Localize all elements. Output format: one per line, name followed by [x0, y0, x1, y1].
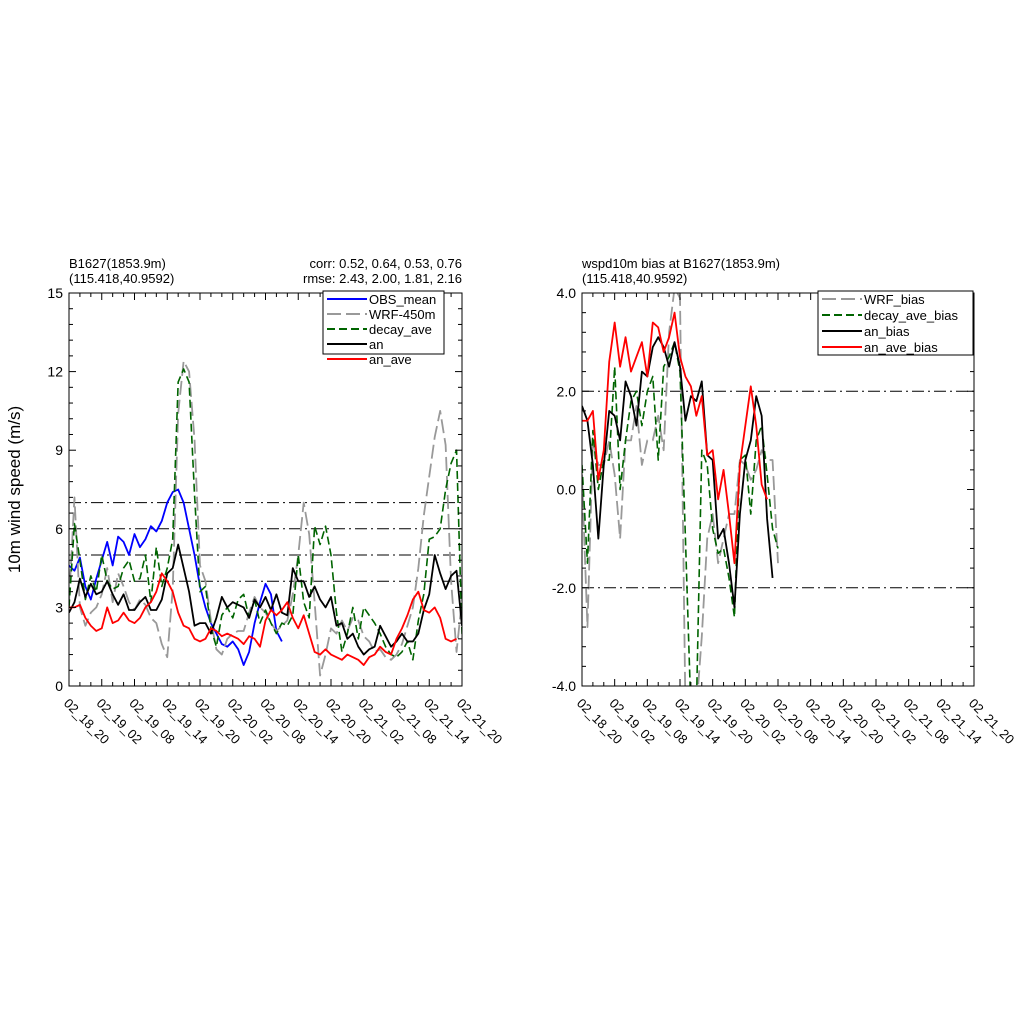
y-tick-label: -4.0: [552, 678, 576, 694]
series-line-an-bias: [582, 336, 774, 609]
y-tick-label: 2.0: [557, 383, 577, 399]
y-tick-label: 6: [55, 521, 63, 537]
legend-label: an_ave: [369, 352, 412, 367]
legend-label: decay_ave: [369, 322, 432, 337]
rmse-stats: rmse: 2.43, 2.00, 1.81, 2.16: [303, 271, 462, 286]
station-name: B1627(1853.9m): [69, 256, 166, 271]
series-group: [582, 293, 779, 686]
legend-label: OBS_mean: [369, 292, 436, 307]
legend-label: an: [369, 337, 383, 352]
legend-label: an_ave_bias: [864, 340, 938, 355]
legend-label: WRF-450m: [369, 307, 435, 322]
legend-label: WRF_bias: [864, 292, 925, 307]
series-line-decay-ave: [69, 368, 462, 661]
y-tick-label: 15: [47, 285, 63, 301]
y-tick-label: 0: [55, 678, 63, 694]
y-tick-label: 9: [55, 442, 63, 458]
series-line-an-ave-bias: [582, 311, 768, 565]
y-tick-label: -2.0: [552, 580, 576, 596]
legend-box: [817, 290, 974, 356]
legend-label: an_bias: [864, 324, 910, 339]
y-tick-label: 3: [55, 599, 63, 615]
chart-subtitle: (115.418,40.9592): [582, 271, 687, 286]
bias-panel: -4.0-2.00.02.04.002_18_2002_19_0202_19_0…: [552, 256, 1018, 747]
y-axis-label: 10m wind speed (m/s): [5, 406, 24, 573]
y-tick-label: 0.0: [557, 482, 577, 498]
series-group: [69, 360, 462, 677]
y-tick-label: 4.0: [557, 285, 577, 301]
series-line-an-ave: [69, 572, 457, 666]
station-coords: (115.418,40.9592): [69, 271, 174, 286]
series-line-obs-mean: [69, 488, 283, 666]
y-tick-label: 12: [47, 364, 63, 380]
chart-title: wspd10m bias at B1627(1853.9m): [581, 256, 780, 271]
series-line-wrf-450m: [69, 360, 462, 677]
corr-stats: corr: 0.52, 0.64, 0.53, 0.76: [310, 256, 463, 271]
legend-label: decay_ave_bias: [864, 308, 958, 323]
wind-speed-panel: 0369121502_18_2002_19_0202_19_0802_19_14…: [5, 256, 505, 747]
